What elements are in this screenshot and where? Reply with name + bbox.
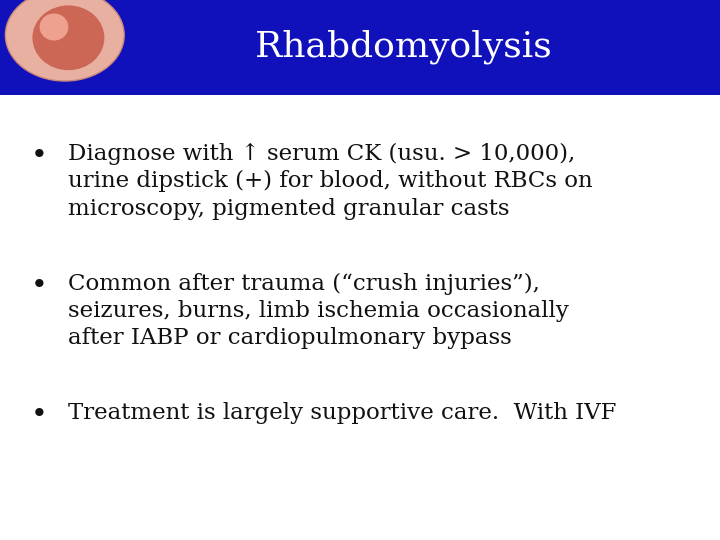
Ellipse shape (40, 14, 68, 40)
Ellipse shape (5, 0, 125, 81)
Text: Common after trauma (“crush injuries”),
seizures, burns, limb ischemia occasiona: Common after trauma (“crush injuries”), … (68, 273, 570, 349)
Text: Rhabdomyolysis: Rhabdomyolysis (255, 30, 552, 64)
FancyBboxPatch shape (0, 0, 720, 94)
Text: •: • (31, 402, 48, 429)
Text: Treatment is largely supportive care.  With IVF: Treatment is largely supportive care. Wi… (68, 402, 617, 424)
Ellipse shape (32, 5, 104, 70)
Text: •: • (31, 143, 48, 170)
Text: •: • (31, 273, 48, 300)
Text: Diagnose with ↑ serum CK (usu. > 10,000),
urine dipstick (+) for blood, without : Diagnose with ↑ serum CK (usu. > 10,000)… (68, 143, 593, 220)
